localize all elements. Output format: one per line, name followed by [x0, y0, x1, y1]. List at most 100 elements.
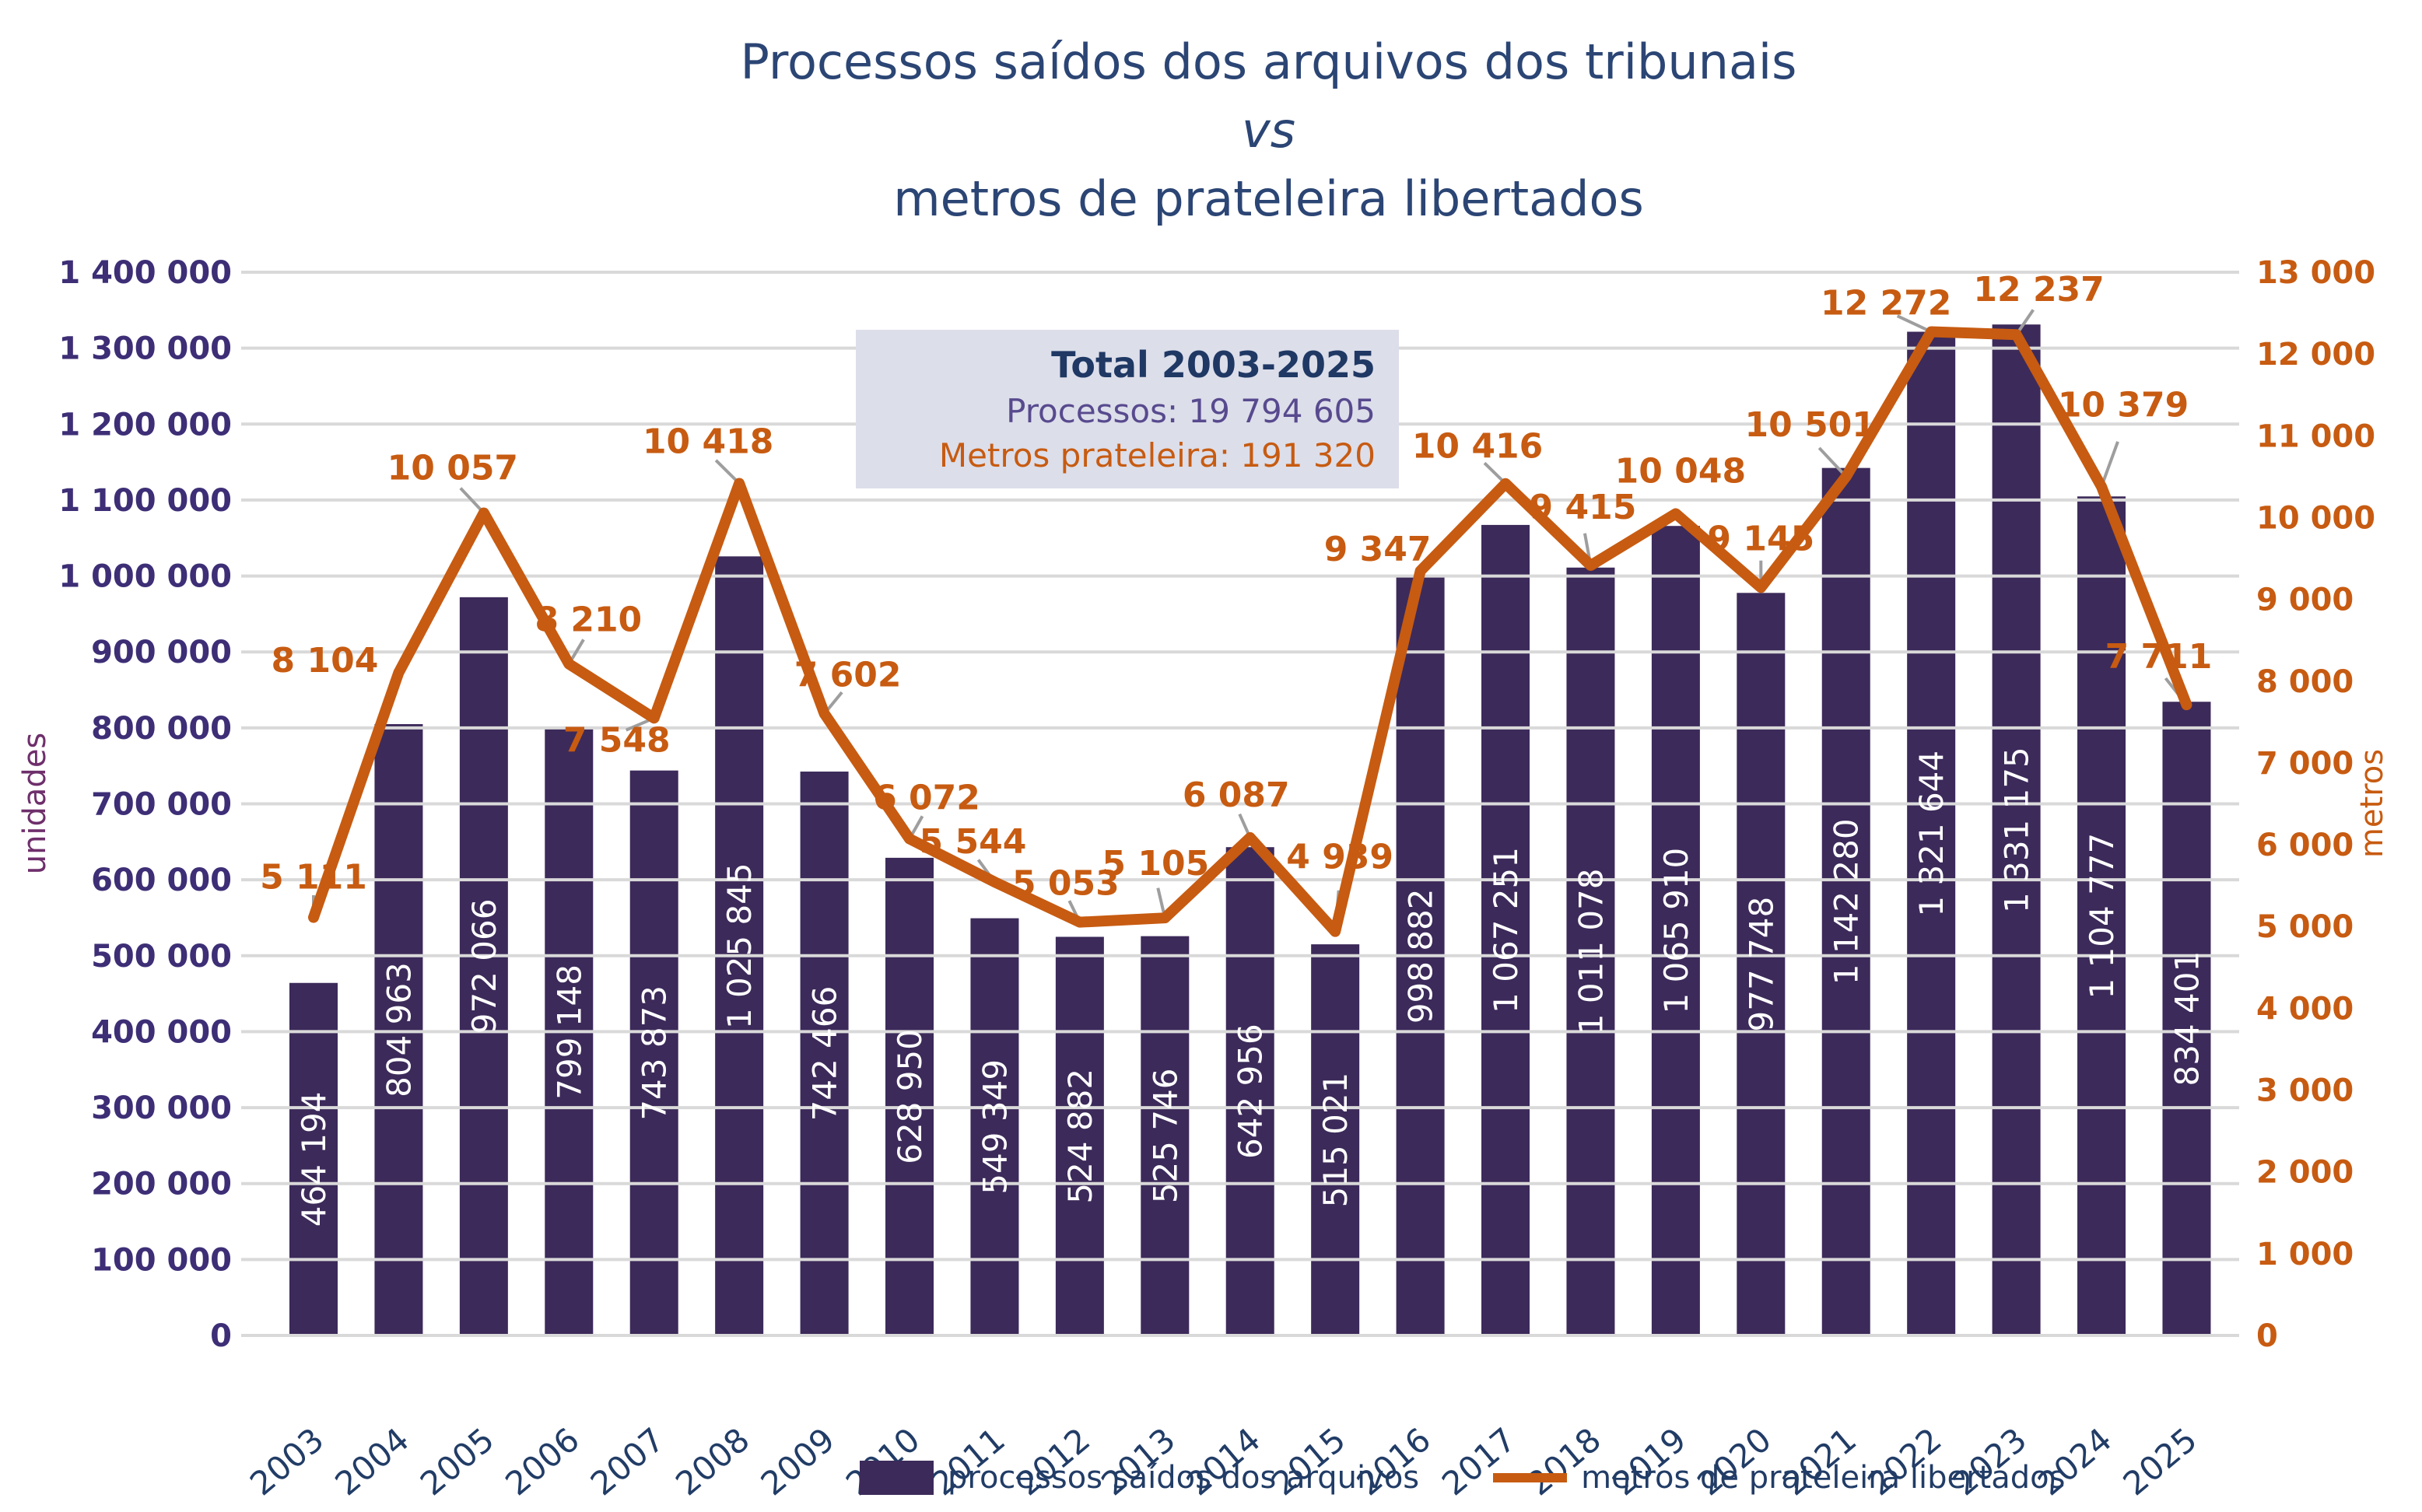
legend: processos saídos dos arquivos metros de … — [860, 1458, 2065, 1498]
left-axis-tick-600000: 600 000 — [91, 863, 232, 898]
line-value-label-2009: 7 602 — [794, 656, 902, 695]
metros-line-series — [308, 326, 2192, 937]
x-axis-label-2005: 2005 — [413, 1420, 501, 1503]
bar-2005 — [459, 597, 508, 1335]
line-value-label-2022: 12 272 — [1821, 284, 1951, 324]
bar-2021 — [1821, 467, 1870, 1335]
bar-value-label-2006: 799 148 — [550, 964, 588, 1100]
bar-2024 — [2077, 496, 2126, 1335]
left-axis-tick-0: 0 — [210, 1318, 232, 1354]
right-axis-tick-7000: 7 000 — [2256, 746, 2354, 782]
left-axis-tick-1200000: 1 200 000 — [58, 407, 232, 443]
right-axis-tick-2000: 2 000 — [2256, 1155, 2354, 1191]
leader-line-2008 — [714, 459, 741, 485]
right-axis-tick-0: 0 — [2256, 1318, 2278, 1354]
left-axis-tick-300000: 300 000 — [91, 1090, 232, 1126]
right-axis-tick-3000: 3 000 — [2256, 1073, 2354, 1109]
leader-line-2022 — [1896, 314, 1933, 334]
line-value-label-2020: 9 145 — [1707, 519, 1814, 558]
bar-2025 — [2162, 702, 2211, 1335]
bar-value-label-2016: 998 882 — [1402, 888, 1440, 1024]
title-line-3: metros de prateleira libertados — [893, 170, 1644, 227]
bar-2010 — [885, 857, 934, 1335]
line-value-label-2017: 10 416 — [1412, 427, 1543, 467]
line-series-swatch-icon — [1493, 1473, 1568, 1482]
left-axis-tick-900000: 900 000 — [91, 635, 232, 670]
line-value-label-2011: 5 544 — [920, 822, 1027, 862]
left-axis-tick-1000000: 1 000 000 — [58, 559, 232, 595]
line-value-label-2008: 10 418 — [643, 422, 773, 462]
bar-value-label-2018: 1 011 078 — [1572, 868, 1610, 1034]
bar-value-label-2015: 515 021 — [1316, 1073, 1355, 1208]
bar-value-label-2022: 1 321 644 — [1912, 751, 1951, 917]
bar-value-label-2005: 972 066 — [465, 899, 503, 1034]
right-axis-tick-5000: 5 000 — [2256, 909, 2354, 945]
line-value-label-2005: 10 057 — [387, 448, 518, 488]
legend-line-label: metros de prateleira libertados — [1581, 1460, 2066, 1496]
line-value-label-2013: 5 105 — [1102, 844, 1209, 884]
bar-2009 — [800, 772, 849, 1335]
bar-value-label-2004: 804 963 — [380, 962, 418, 1097]
left-axis-tick-100000: 100 000 — [91, 1242, 232, 1278]
bar-2015 — [1311, 944, 1360, 1335]
bar-2008 — [715, 556, 764, 1335]
right-axis-tick-11000: 11 000 — [2256, 418, 2375, 454]
bar-value-label-2014: 642 956 — [1232, 1024, 1270, 1159]
bar-value-label-2009: 742 466 — [806, 986, 844, 1122]
bar-2003 — [289, 982, 338, 1335]
bar-2014 — [1225, 847, 1274, 1335]
title-line-1: Processos saídos dos arquivos dos tribun… — [740, 33, 1797, 90]
left-axis-title: unidades — [17, 733, 53, 875]
bar-value-label-2019: 1 065 910 — [1657, 848, 1695, 1014]
right-axis-tick-1000: 1 000 — [2256, 1237, 2354, 1272]
bar-2011 — [970, 918, 1019, 1335]
line-value-label-2021: 10 501 — [1745, 405, 1876, 445]
right-axis-tick-9000: 9 000 — [2256, 583, 2354, 618]
bar-2007 — [629, 770, 678, 1335]
left-axis-tick-400000: 400 000 — [91, 1014, 232, 1050]
bar-2018 — [1566, 567, 1615, 1335]
left-axis-tick-200000: 200 000 — [91, 1167, 232, 1202]
bar-2004 — [374, 724, 423, 1335]
line-value-label-2012: 5 053 — [1012, 864, 1120, 904]
bar-value-label-2007: 743 873 — [636, 985, 674, 1121]
summary-processos: Processos: 19 794 605 — [1006, 392, 1376, 430]
leader-line-2024 — [2100, 441, 2119, 488]
line-value-label-2007: 7 548 — [563, 720, 671, 760]
bar-value-label-2013: 525 746 — [1146, 1068, 1184, 1203]
leader-line-2021 — [1817, 446, 1848, 478]
x-axis-label-2004: 2004 — [328, 1420, 415, 1503]
x-axis-label-2006: 2006 — [498, 1420, 586, 1503]
bar-2017 — [1481, 524, 1530, 1335]
right-axis-title: metros — [2354, 749, 2390, 858]
bar-value-label-2012: 524 882 — [1061, 1069, 1099, 1204]
bar-value-label-2010: 628 950 — [891, 1029, 929, 1164]
right-axis-tick-10000: 10 000 — [2256, 500, 2375, 536]
bar-value-label-2024: 1 104 777 — [2083, 833, 2121, 999]
line-value-label-2006: 8 210 — [535, 600, 642, 640]
bar-2012 — [1055, 936, 1104, 1335]
summary-metros: Metros prateleira: 191 320 — [938, 436, 1376, 474]
bar-value-label-2003: 464 194 — [295, 1092, 333, 1227]
bar-value-label-2025: 834 401 — [2168, 951, 2206, 1087]
line-value-label-2004: 8 104 — [272, 641, 379, 681]
bar-value-label-2021: 1 142 280 — [1828, 818, 1866, 985]
legend-bar-label: processos saídos dos arquivos — [948, 1460, 1420, 1496]
summary-box: Total 2003-2025 Processos: 19 794 605 Me… — [856, 330, 1399, 488]
right-axis-tick-4000: 4 000 — [2256, 991, 2354, 1027]
line-value-label-2015: 4 939 — [1286, 838, 1393, 877]
x-axis-label-2003: 2003 — [243, 1420, 331, 1503]
left-axis-tick-1400000: 1 400 000 — [58, 255, 232, 291]
x-axis-label-2025: 2025 — [2116, 1420, 2204, 1503]
line-value-label-2016: 9 347 — [1324, 530, 1432, 569]
right-axis-tick-12000: 12 000 — [2256, 337, 2375, 373]
left-axis-tick-700000: 700 000 — [91, 787, 232, 823]
bar-2013 — [1141, 936, 1190, 1335]
summary-title: Total 2003-2025 — [1051, 344, 1376, 386]
bar-2020 — [1737, 593, 1786, 1335]
left-axis-tick-800000: 800 000 — [91, 711, 232, 747]
bar-value-label-2017: 1 067 251 — [1487, 847, 1525, 1013]
line-value-label-2019: 10 048 — [1615, 451, 1746, 491]
